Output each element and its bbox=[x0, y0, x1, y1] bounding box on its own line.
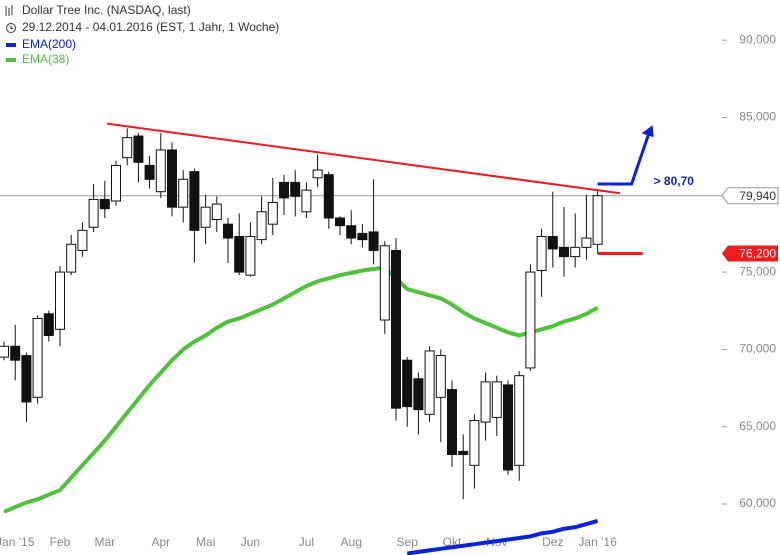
trendline bbox=[106, 122, 621, 195]
legend-label: EMA(38) bbox=[22, 52, 69, 66]
x-tick-label: Aug bbox=[341, 535, 362, 549]
candle-body bbox=[335, 217, 345, 227]
candle-body bbox=[480, 381, 491, 423]
candle-body bbox=[368, 231, 379, 251]
candle-body bbox=[559, 246, 569, 258]
ema-line bbox=[3, 265, 599, 514]
candle-body bbox=[155, 149, 166, 193]
candle-body bbox=[144, 164, 155, 180]
candle-body bbox=[99, 198, 110, 210]
candle-body bbox=[234, 236, 245, 273]
candle-body bbox=[346, 225, 357, 239]
candle-body bbox=[581, 237, 592, 248]
candle-body bbox=[88, 198, 99, 228]
x-tick-label: Jul bbox=[299, 535, 314, 549]
candle-body bbox=[525, 271, 536, 369]
candle-body bbox=[357, 232, 368, 241]
candle-body bbox=[491, 381, 502, 418]
x-tick-label: Jan '15 bbox=[0, 535, 35, 549]
candle-body bbox=[379, 245, 390, 321]
candle-body bbox=[167, 149, 177, 208]
header-icon bbox=[5, 5, 13, 16]
candle-body bbox=[0, 345, 9, 358]
candle-body bbox=[245, 236, 256, 276]
candle-body bbox=[111, 164, 121, 202]
target-arrow bbox=[597, 130, 652, 186]
candle-body bbox=[301, 189, 312, 213]
candle-body bbox=[279, 181, 289, 199]
stop-label: 76,200 bbox=[739, 247, 776, 261]
candle-body bbox=[503, 384, 513, 471]
candle-body bbox=[536, 236, 547, 272]
clock-icon bbox=[6, 23, 16, 33]
candle-body bbox=[435, 355, 446, 398]
x-tick-label: Jan '16 bbox=[578, 535, 617, 549]
candle-body bbox=[323, 174, 334, 219]
candle-body bbox=[211, 203, 222, 221]
y-tick-label: 75,000 bbox=[739, 264, 776, 278]
legend-swatch bbox=[6, 58, 16, 62]
candle-body bbox=[223, 223, 233, 239]
candle-body bbox=[447, 389, 457, 456]
candle-body bbox=[55, 271, 65, 330]
x-tick-label: Sep bbox=[397, 535, 419, 549]
candle-body bbox=[256, 211, 267, 241]
ema-line bbox=[406, 519, 599, 555]
candle-body bbox=[469, 420, 480, 466]
chart-title: Dollar Tree Inc. (NASDAQ, last) bbox=[22, 3, 191, 17]
candle-body bbox=[200, 206, 211, 228]
candle-body bbox=[21, 355, 32, 403]
x-tick-label: Mär bbox=[94, 535, 115, 549]
candle-body bbox=[391, 249, 401, 409]
candle-body bbox=[32, 317, 43, 398]
candle-body bbox=[312, 169, 323, 179]
y-tick-label: 65,000 bbox=[739, 419, 776, 433]
candle-body bbox=[592, 195, 603, 245]
stop-box bbox=[722, 245, 778, 262]
y-tick-label: 90,000 bbox=[739, 32, 776, 46]
candle-body bbox=[189, 171, 200, 231]
candle-body bbox=[267, 202, 278, 225]
clock-hands bbox=[10, 25, 13, 29]
candle-body bbox=[570, 246, 581, 258]
y-tick-label: 85,000 bbox=[739, 110, 776, 124]
candle-body bbox=[43, 313, 54, 336]
candle-body bbox=[290, 181, 301, 197]
y-tick-label: 70,000 bbox=[739, 342, 776, 356]
candle-body bbox=[424, 350, 435, 415]
x-tick-label: Jun bbox=[241, 535, 260, 549]
candle-body bbox=[413, 378, 424, 411]
last-label: 79,940 bbox=[739, 189, 776, 203]
candle-body bbox=[66, 243, 77, 273]
candle-body bbox=[122, 137, 133, 159]
target-arrow-head bbox=[641, 125, 654, 138]
x-tick-label: Mai bbox=[196, 535, 215, 549]
candle-body bbox=[402, 359, 413, 408]
candle-body bbox=[77, 229, 88, 251]
candle-body bbox=[10, 345, 21, 361]
candle-body bbox=[178, 178, 189, 208]
y-tick-label: 60,000 bbox=[739, 496, 776, 510]
legend-swatch bbox=[6, 43, 16, 47]
x-tick-label: Apr bbox=[151, 535, 170, 549]
candle-body bbox=[133, 135, 144, 163]
candle-body bbox=[547, 236, 558, 250]
target-label: > 80,70 bbox=[654, 174, 695, 188]
chart-subtitle: 29.12.2014 - 04.01.2016 (EST, 1 Jahr, 1 … bbox=[22, 20, 279, 34]
x-tick-label: Dez bbox=[542, 535, 563, 549]
x-tick-label: Feb bbox=[50, 535, 71, 549]
legend-label: EMA(200) bbox=[22, 37, 76, 51]
candle-body bbox=[514, 375, 525, 466]
last-box bbox=[721, 187, 779, 205]
candle-body bbox=[458, 450, 469, 456]
